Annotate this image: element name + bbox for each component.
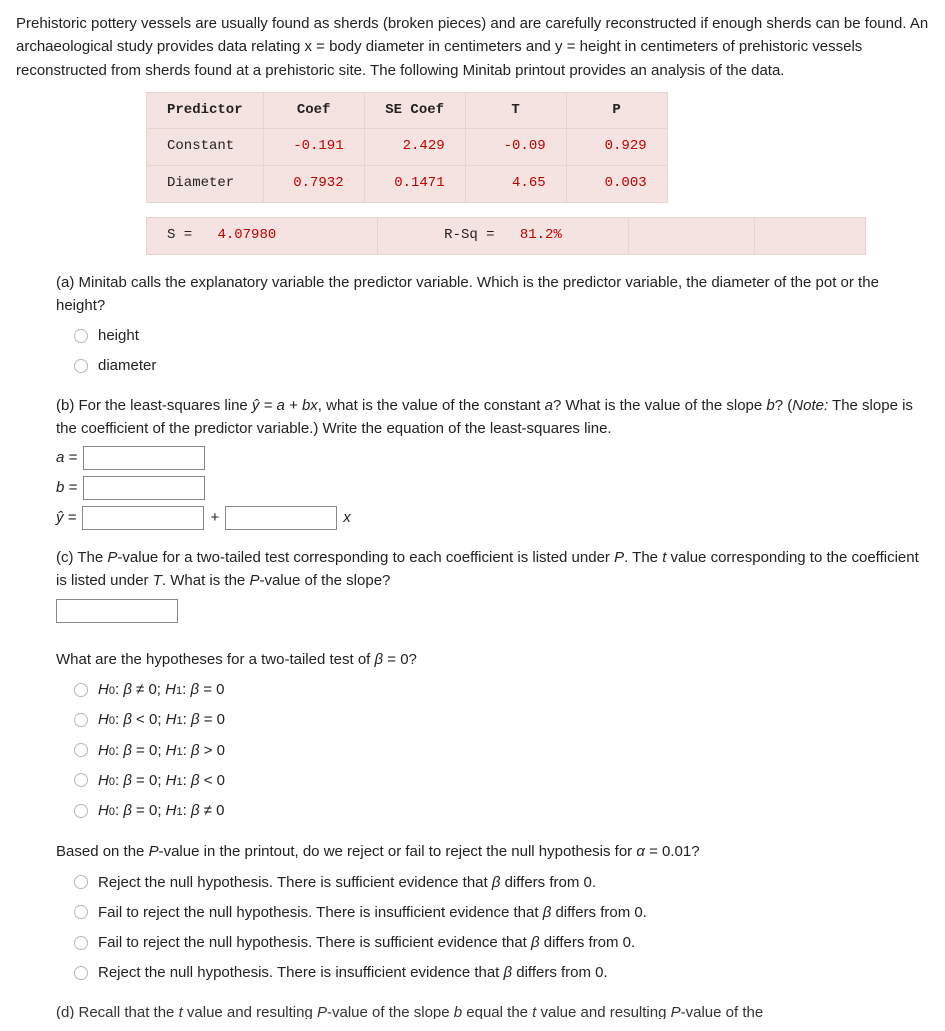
question-b: (b) For the least-squares line ŷ = a + b… — [56, 394, 929, 441]
th-p: P — [566, 92, 667, 129]
qc-1: (c) The — [56, 549, 107, 566]
dq-3: = 0.01? — [645, 843, 700, 860]
input-yhat-a[interactable] — [82, 506, 204, 530]
plus-sign: + — [210, 506, 219, 529]
row1-predictor: Diameter — [147, 166, 264, 203]
label-x: x — [343, 506, 351, 529]
radio-icon — [74, 966, 88, 980]
qc-p2: P — [614, 549, 624, 566]
option-label: H0: β = 0; H1: β ≠ 0 — [98, 799, 224, 822]
radio-icon — [74, 683, 88, 697]
input-yhat-b[interactable] — [225, 506, 337, 530]
label-a: a = — [56, 446, 77, 469]
qc-3: . The — [624, 549, 662, 566]
qb-a: a — [545, 397, 553, 414]
th-se: SE Coef — [364, 92, 465, 129]
dq-p: P — [149, 843, 159, 860]
question-c: (c) The P-value for a two-tailed test co… — [56, 546, 929, 593]
option-label: Fail to reject the null hypothesis. Ther… — [98, 901, 647, 924]
option-label: Reject the null hypothesis. There is suf… — [98, 871, 596, 894]
row1-coef: 0.7932 — [263, 166, 364, 203]
row0-p: 0.929 — [566, 129, 667, 166]
hyp-option-5[interactable]: H0: β = 0; H1: β ≠ 0 — [74, 799, 929, 822]
option-label: H0: β = 0; H1: β < 0 — [98, 769, 225, 792]
decision-question: Based on the P-value in the printout, do… — [56, 840, 929, 863]
row0-coef: -0.191 — [263, 129, 364, 166]
option-label: Reject the null hypothesis. There is ins… — [98, 961, 608, 984]
input-a[interactable] — [83, 446, 205, 470]
radio-icon — [74, 804, 88, 818]
radio-icon — [74, 875, 88, 889]
row0-se: 2.429 — [364, 129, 465, 166]
radio-icon — [74, 905, 88, 919]
option-a-height[interactable]: height — [74, 324, 929, 347]
decision-option-1[interactable]: Reject the null hypothesis. There is suf… — [74, 871, 929, 894]
hyp-option-3[interactable]: H0: β = 0; H1: β > 0 — [74, 739, 929, 762]
qc-tcap: T — [153, 572, 162, 589]
qc-6: -value of the slope? — [259, 572, 390, 589]
qb-note-label: Note: — [792, 397, 828, 414]
decision-option-2[interactable]: Fail to reject the null hypothesis. Ther… — [74, 901, 929, 924]
qc-p3: P — [249, 572, 259, 589]
qb-prefix: (b) For the least-squares line — [56, 397, 252, 414]
dq-1: Based on the — [56, 843, 149, 860]
input-b[interactable] — [83, 476, 205, 500]
radio-icon — [74, 329, 88, 343]
question-a: (a) Minitab calls the explanatory variab… — [56, 271, 929, 318]
qb-q1: ? What is the value of the slope — [553, 397, 766, 414]
dq-2: -value in the printout, do we reject or … — [159, 843, 637, 860]
th-predictor: Predictor — [147, 92, 264, 129]
input-pvalue[interactable] — [56, 599, 178, 623]
intro-paragraph: Prehistoric pottery vessels are usually … — [16, 12, 929, 82]
qb-q2: ? ( — [775, 397, 793, 414]
decision-option-4[interactable]: Reject the null hypothesis. There is ins… — [74, 961, 929, 984]
decision-option-3[interactable]: Fail to reject the null hypothesis. Ther… — [74, 931, 929, 954]
rsq-label: R-Sq = — [444, 227, 494, 243]
row1-p: 0.003 — [566, 166, 667, 203]
minitab-table: Predictor Coef SE Coef T P Constant -0.1… — [146, 92, 668, 203]
qb-b: b — [766, 397, 774, 414]
radio-icon — [74, 936, 88, 950]
row1-se: 0.1471 — [364, 166, 465, 203]
dq-alpha: α — [636, 843, 645, 860]
hyp-option-2[interactable]: H0: β < 0; H1: β = 0 — [74, 708, 929, 731]
hypothesis-question: What are the hypotheses for a two-tailed… — [56, 648, 929, 671]
radio-icon — [74, 743, 88, 757]
hyp-option-1[interactable]: H0: β ≠ 0; H1: β = 0 — [74, 678, 929, 701]
s-value: 4.07980 — [217, 227, 276, 243]
th-t: T — [465, 92, 566, 129]
row0-t: -0.09 — [465, 129, 566, 166]
option-label: H0: β < 0; H1: β = 0 — [98, 708, 225, 731]
option-label: height — [98, 324, 139, 347]
qc-p1: P — [107, 549, 117, 566]
row1-t: 4.65 — [465, 166, 566, 203]
option-label: diameter — [98, 354, 156, 377]
hyp-option-4[interactable]: H0: β = 0; H1: β < 0 — [74, 769, 929, 792]
qc-5: . What is the — [162, 572, 250, 589]
qb-eq: ŷ = a + bx — [252, 397, 318, 414]
option-label: Fail to reject the null hypothesis. Ther… — [98, 931, 635, 954]
radio-icon — [74, 713, 88, 727]
label-yhat: ŷ = — [56, 506, 76, 529]
radio-icon — [74, 359, 88, 373]
s-label: S = — [167, 227, 192, 243]
rsq-value: 81.2% — [520, 227, 562, 243]
qc-2: -value for a two-tailed test correspondi… — [117, 549, 614, 566]
minitab-footer: S = 4.07980 R-Sq = 81.2% — [146, 217, 866, 255]
option-a-diameter[interactable]: diameter — [74, 354, 929, 377]
option-label: H0: β ≠ 0; H1: β = 0 — [98, 678, 224, 701]
question-d-cutoff: (d) Recall that the t value and resultin… — [56, 1001, 929, 1019]
label-b: b = — [56, 476, 77, 499]
radio-icon — [74, 773, 88, 787]
th-coef: Coef — [263, 92, 364, 129]
option-label: H0: β = 0; H1: β > 0 — [98, 739, 225, 762]
qb-mid: , what is the value of the constant — [318, 397, 545, 414]
row0-predictor: Constant — [147, 129, 264, 166]
